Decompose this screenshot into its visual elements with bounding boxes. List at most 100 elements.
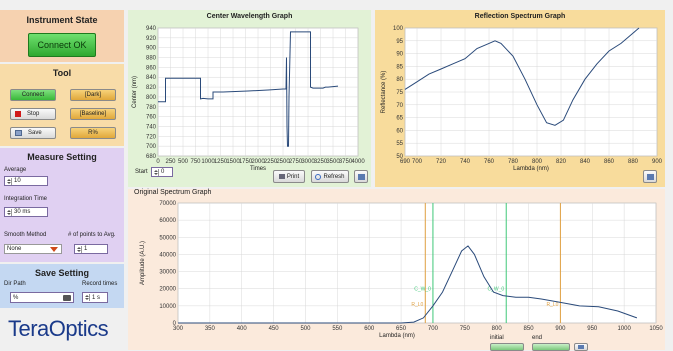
x-tick-label: 600 [364, 326, 375, 332]
x-tick-label: 800 [532, 159, 543, 165]
x-tick-label: 0 [156, 159, 160, 165]
x-tick-label: 2250 [264, 159, 278, 165]
x-tick-label: 720 [436, 159, 447, 165]
x-tick-label: 740 [460, 159, 471, 165]
tool-panel: Tool Connect [Dark] Stop [Baseline] Save… [0, 64, 124, 146]
y-tick-label: 760 [146, 115, 157, 121]
y-tick-label: 30000 [159, 270, 176, 276]
x-tick-label: 850 [524, 326, 535, 332]
average-spinner-icon[interactable] [7, 177, 12, 185]
x-tick-label: 2750 [289, 159, 303, 165]
x-tick-label: 550 [332, 326, 343, 332]
x-tick-label: 250 [165, 159, 176, 165]
x-tick-label: 3500 [326, 159, 340, 165]
y-tick-label: 780 [146, 105, 157, 111]
record-value: 1 s [92, 294, 101, 301]
series-line [178, 245, 638, 324]
record-times-label: Record times [82, 281, 118, 287]
y-tick-label: 680 [146, 154, 157, 160]
record-spinner-icon[interactable] [85, 294, 90, 301]
y-tick-label: 820 [146, 85, 157, 91]
x-tick-label: 800 [492, 326, 503, 332]
x-tick-label: 3750 [339, 159, 353, 165]
x-tick-label: 700 [428, 326, 439, 332]
y-tick-label: 840 [146, 75, 157, 81]
points-to-avg-field[interactable]: 1 [74, 244, 108, 254]
connect-button[interactable]: Connect [10, 89, 56, 101]
y-axis-label: Amplitude (A.U.) [140, 241, 146, 285]
x-tick-label: 780 [508, 159, 519, 165]
average-field[interactable]: 10 [4, 176, 48, 186]
dark-button[interactable]: [Dark] [70, 89, 116, 101]
x-tick-label: 690 [400, 159, 411, 165]
average-value: 10 [14, 178, 21, 184]
integration-spinner-icon[interactable] [7, 208, 12, 216]
save-setting-title: Save Setting [34, 268, 90, 278]
y-tick-label: 100 [393, 26, 404, 32]
y-axis-label: Reflectance (%) [381, 71, 387, 114]
x-tick-label: 860 [604, 159, 615, 165]
x-tick-label: 1000 [201, 159, 215, 165]
marker-label: C_W_0 [488, 286, 505, 292]
y-tick-label: 940 [146, 26, 157, 32]
end-label: end [532, 335, 543, 341]
y-tick-label: 60 [396, 128, 403, 134]
refresh-button[interactable]: Refresh [311, 170, 349, 183]
reflection-export-button[interactable] [643, 170, 657, 183]
x-axis-label: Lambda (nm) [379, 333, 415, 339]
y-tick-label: 75 [396, 90, 403, 96]
series-line [404, 27, 640, 126]
x-tick-label: 1000 [617, 326, 631, 332]
x-tick-label: 300 [173, 326, 184, 332]
y-tick-label: 80 [396, 77, 403, 83]
start-label: Start [135, 169, 148, 175]
y-tick-label: 880 [146, 56, 157, 62]
save-setting-panel: Save Setting Dir Path Record times % 1 s [0, 264, 124, 308]
x-tick-label: 1750 [239, 159, 253, 165]
export-button[interactable] [354, 170, 368, 183]
folder-icon[interactable] [63, 295, 71, 301]
y-tick-label: 700 [146, 144, 157, 150]
x-tick-label: 3000 [301, 159, 315, 165]
x-tick-label: 820 [556, 159, 567, 165]
start-spinner-icon[interactable] [154, 168, 159, 176]
integration-field[interactable]: 30 ms [4, 207, 48, 217]
initial-label: initial [490, 335, 504, 341]
rpercent-button[interactable]: R% [70, 127, 116, 139]
points-to-avg-label: # of points to Avg. [68, 232, 116, 238]
x-tick-label: 760 [484, 159, 495, 165]
save-label: Save [28, 130, 42, 136]
baseline-button[interactable]: [Baseline] [70, 108, 116, 120]
original-spectrum-chart: 300 350 400 450 500 550 600 650 700 750 800 850 900 9… [140, 201, 663, 339]
save-button[interactable]: Save [10, 127, 56, 139]
stop-button[interactable]: Stop [10, 108, 56, 120]
x-tick-label: 900 [652, 159, 663, 165]
y-tick-label: 720 [146, 134, 157, 140]
x-tick-label: 750 [190, 159, 201, 165]
dir-path-field[interactable]: % [10, 292, 74, 303]
connect-ok-indicator[interactable]: Connect OK [28, 33, 96, 57]
dropdown-icon[interactable] [50, 247, 58, 252]
y-tick-label: 90 [396, 52, 403, 58]
print-button[interactable]: Print [273, 170, 305, 183]
average-label: Average [4, 167, 27, 173]
smooth-method-select[interactable]: None [4, 244, 62, 254]
points-value: 1 [84, 246, 88, 252]
center-wavelength-chart: 0 250 500 750 1000 1250 1500 1750 2000 2250 2500 27… [132, 26, 365, 172]
refresh-label: Refresh [323, 173, 345, 180]
reflection-spectrum-chart: 690 700 720 740 760 780 800 820 840 860 880 900 50 55… [381, 26, 663, 172]
teraoptics-logo: TeraOptics [8, 316, 109, 341]
x-tick-label: 1250 [214, 159, 228, 165]
x-axis-label: Lambda (nm) [513, 166, 549, 172]
series-line [158, 31, 339, 147]
x-tick-label: 750 [460, 326, 471, 332]
x-tick-label: 650 [396, 326, 407, 332]
marker-label: C_W_0 [414, 286, 431, 292]
x-tick-label: 3250 [314, 159, 328, 165]
points-spinner-icon[interactable] [77, 245, 82, 253]
x-tick-label: 350 [205, 326, 216, 332]
record-times-field[interactable]: 1 s [82, 292, 108, 303]
start-field[interactable]: 0 [151, 167, 173, 177]
dir-path-label: Dir Path [4, 281, 26, 287]
y-tick-label: 70000 [159, 201, 176, 207]
